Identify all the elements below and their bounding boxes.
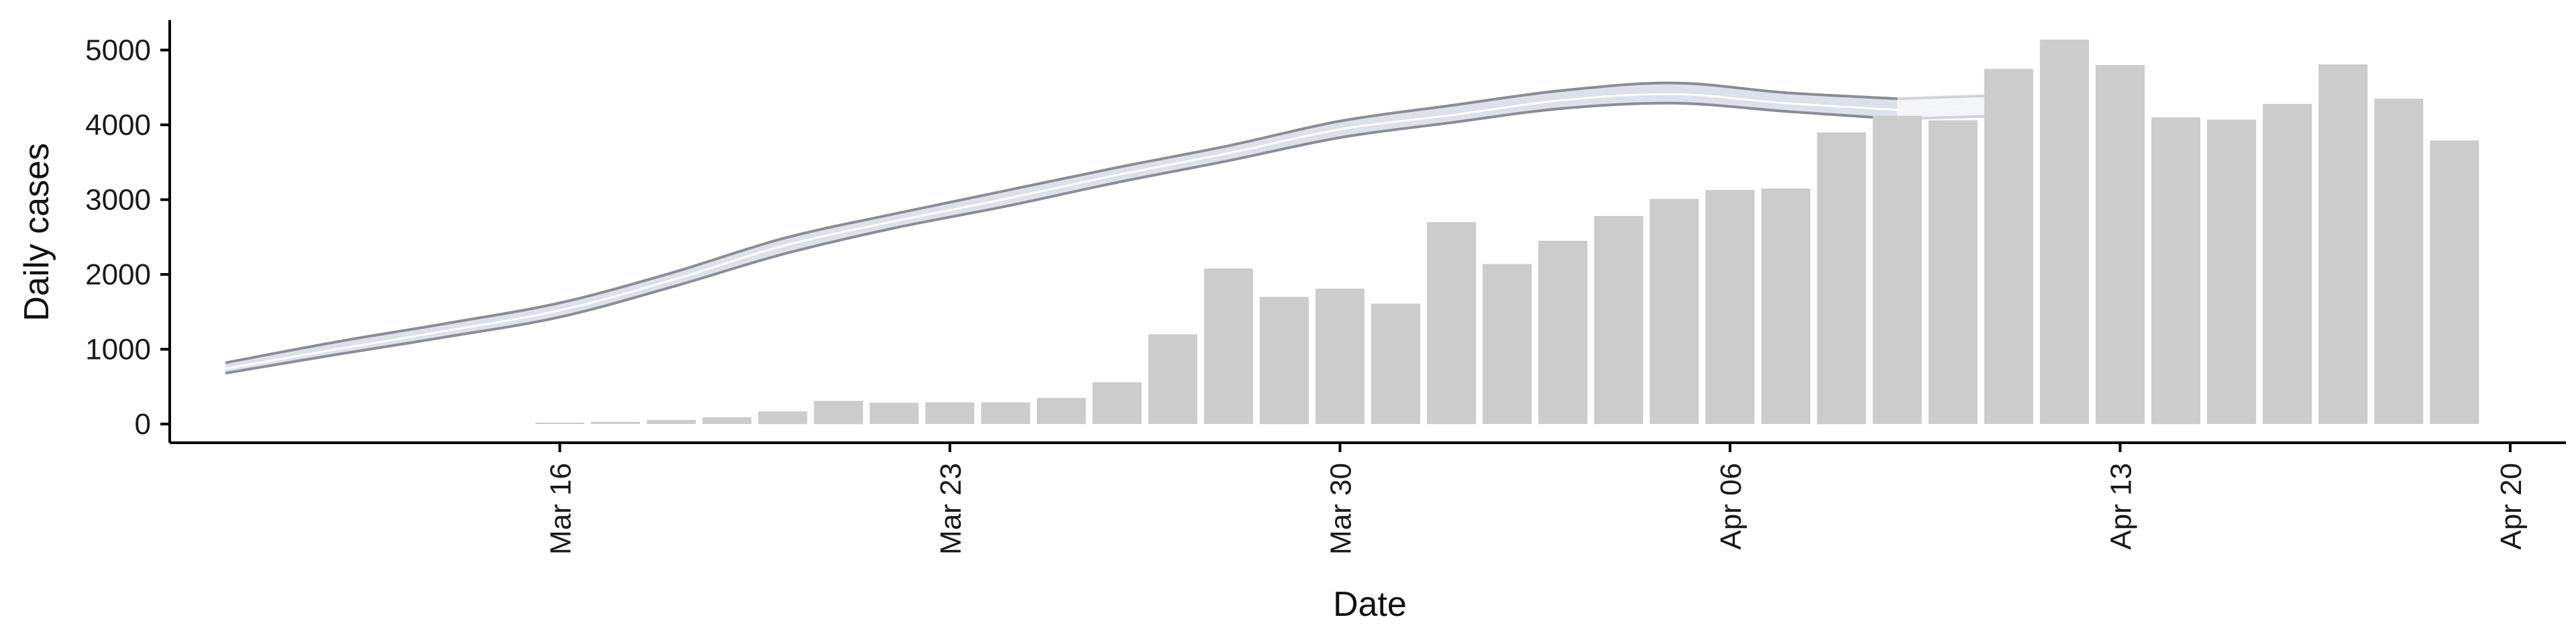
bar bbox=[981, 402, 1030, 425]
x-tick-label: Apr 20 bbox=[2495, 463, 2528, 550]
bar bbox=[647, 420, 696, 425]
y-tick-label: 3000 bbox=[85, 184, 151, 217]
bar bbox=[1203, 268, 1253, 425]
estimate-band-area bbox=[225, 83, 1898, 374]
bar bbox=[1092, 382, 1142, 425]
bar bbox=[702, 417, 752, 425]
x-tick-label: Apr 06 bbox=[1715, 463, 1748, 550]
bar bbox=[2318, 64, 2368, 425]
x-tick-label: Mar 23 bbox=[934, 463, 967, 555]
bar bbox=[1872, 115, 1922, 425]
bar bbox=[1259, 297, 1309, 425]
y-tick-label: 0 bbox=[135, 408, 151, 441]
x-tick-label: Apr 13 bbox=[2104, 463, 2137, 550]
bar bbox=[1148, 334, 1197, 425]
estimate-band-lower-line bbox=[225, 101, 1898, 375]
y-tick-label: 2000 bbox=[85, 258, 151, 291]
bar bbox=[1817, 132, 1866, 425]
bar bbox=[591, 421, 641, 425]
bar bbox=[1984, 68, 2033, 425]
bar bbox=[2207, 119, 2257, 425]
bar bbox=[1928, 120, 1978, 425]
y-axis-title: Daily cases bbox=[17, 143, 56, 321]
bar-layer bbox=[535, 40, 2479, 425]
y-ticks: 0 1000 2000 3000 4000 5000 bbox=[85, 34, 170, 441]
bar bbox=[814, 400, 863, 425]
bar bbox=[1705, 190, 1755, 425]
bar bbox=[1036, 398, 1086, 425]
estimate-band-layer bbox=[225, 81, 2009, 375]
x-axis-title: Date bbox=[1333, 585, 1407, 624]
bar bbox=[1371, 303, 1421, 425]
bar bbox=[1538, 240, 1588, 425]
bar bbox=[2374, 99, 2424, 425]
x-tick-label: Mar 30 bbox=[1325, 463, 1358, 555]
x-tick-label: Mar 16 bbox=[545, 463, 578, 555]
bar bbox=[2263, 103, 2312, 425]
y-tick-label: 1000 bbox=[85, 333, 151, 366]
bar bbox=[1650, 199, 1699, 425]
bar bbox=[1594, 216, 1644, 425]
bar bbox=[2039, 40, 2089, 425]
estimate-band-upper-line bbox=[225, 81, 1898, 364]
y-tick-label: 5000 bbox=[85, 34, 151, 67]
estimate-band-faded-area bbox=[1897, 95, 2009, 119]
bar bbox=[2095, 64, 2145, 425]
axes bbox=[168, 20, 2566, 444]
estimate-band-mid-line bbox=[225, 93, 1898, 370]
bar bbox=[869, 402, 919, 425]
bar bbox=[2430, 140, 2479, 425]
bar bbox=[1483, 264, 1532, 425]
bar bbox=[1315, 288, 1364, 425]
bar bbox=[1761, 188, 1811, 425]
x-ticks: Mar 16 Mar 23 Mar 30 Apr 06 Apr 13 Apr 20 bbox=[545, 443, 2528, 555]
bar bbox=[2151, 117, 2201, 425]
y-tick-label: 4000 bbox=[85, 109, 151, 142]
bar bbox=[1427, 222, 1477, 425]
bar bbox=[535, 422, 584, 425]
bar bbox=[758, 411, 808, 425]
bar bbox=[925, 402, 975, 425]
